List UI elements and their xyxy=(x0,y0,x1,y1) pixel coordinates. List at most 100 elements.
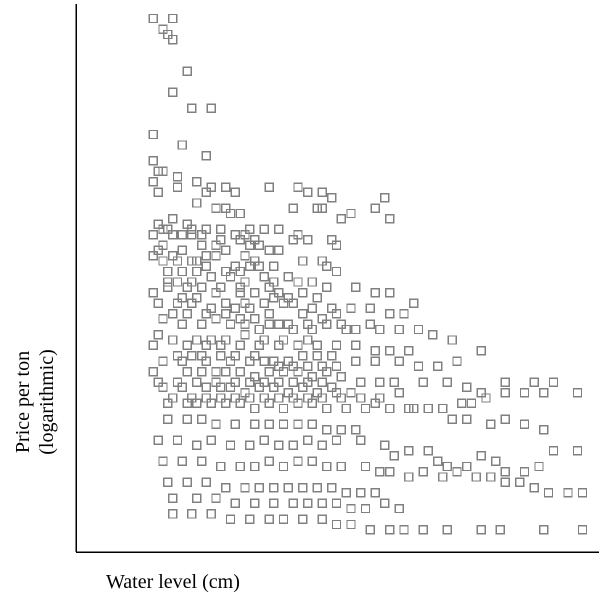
data-point xyxy=(177,245,187,256)
data-point xyxy=(245,514,255,524)
data-point xyxy=(317,514,327,524)
data-point xyxy=(355,435,366,445)
data-point xyxy=(206,182,216,192)
data-point xyxy=(211,377,221,387)
data-point xyxy=(225,272,236,282)
data-point xyxy=(168,214,178,224)
data-point xyxy=(196,351,207,361)
data-point xyxy=(293,340,303,350)
data-point xyxy=(153,219,163,229)
data-point xyxy=(168,34,178,45)
data-point xyxy=(293,366,303,377)
data-point xyxy=(534,461,544,472)
data-point xyxy=(153,245,163,256)
data-point xyxy=(206,303,216,314)
data-point xyxy=(235,314,245,324)
data-point xyxy=(384,467,395,477)
data-point xyxy=(192,493,202,503)
data-point xyxy=(148,13,159,24)
data-point xyxy=(278,335,289,345)
data-point xyxy=(259,298,269,308)
data-point xyxy=(264,309,274,319)
data-point xyxy=(245,261,255,271)
data-point xyxy=(298,514,308,524)
data-point xyxy=(211,251,221,261)
data-point xyxy=(148,229,159,240)
data-point xyxy=(163,398,173,408)
data-point xyxy=(249,256,260,266)
data-point xyxy=(331,309,342,319)
data-point xyxy=(302,393,313,403)
data-point xyxy=(413,324,424,335)
data-point xyxy=(462,461,472,472)
data-point xyxy=(365,525,375,535)
data-point xyxy=(168,87,178,97)
data-point xyxy=(264,398,274,408)
data-point xyxy=(211,203,221,213)
data-point xyxy=(370,203,380,213)
data-point xyxy=(245,393,255,403)
data-point xyxy=(196,456,207,466)
data-point xyxy=(322,461,332,472)
data-point xyxy=(182,309,192,319)
data-point xyxy=(235,208,245,219)
data-point xyxy=(384,525,395,535)
data-point xyxy=(293,419,303,429)
data-point xyxy=(187,224,197,234)
data-point xyxy=(462,382,472,393)
data-point xyxy=(245,440,255,451)
data-point xyxy=(235,266,245,277)
data-point xyxy=(317,203,327,213)
data-point xyxy=(187,351,197,361)
data-point xyxy=(274,319,284,329)
data-point xyxy=(153,166,163,177)
data-point xyxy=(187,509,197,519)
data-point xyxy=(336,372,347,382)
data-point xyxy=(409,298,419,308)
data-point xyxy=(264,182,274,192)
data-point xyxy=(312,351,322,361)
data-point xyxy=(177,319,187,329)
data-point xyxy=(370,356,380,366)
data-point xyxy=(336,214,347,224)
data-point xyxy=(351,324,361,335)
data-point xyxy=(288,361,298,372)
data-point xyxy=(293,398,303,408)
data-point xyxy=(394,324,404,335)
data-point xyxy=(302,498,313,509)
data-point xyxy=(331,240,342,250)
data-point xyxy=(163,29,173,40)
data-point xyxy=(317,498,327,509)
data-point xyxy=(245,303,255,314)
data-point xyxy=(240,319,250,329)
data-point xyxy=(182,66,192,76)
data-point xyxy=(370,345,380,356)
data-point xyxy=(312,388,322,398)
data-point xyxy=(476,525,486,535)
data-point xyxy=(307,303,318,314)
data-point xyxy=(307,277,318,287)
data-point xyxy=(230,229,240,240)
data-point xyxy=(211,366,221,377)
data-point xyxy=(192,177,202,187)
data-point xyxy=(187,298,197,308)
data-point xyxy=(322,282,332,292)
data-point xyxy=(486,472,496,482)
data-point xyxy=(274,340,284,350)
data-point xyxy=(172,171,183,182)
data-point xyxy=(278,514,289,524)
data-point xyxy=(148,129,159,140)
data-point xyxy=(413,361,424,372)
data-point xyxy=(317,187,327,198)
data-point xyxy=(235,366,245,377)
data-point xyxy=(177,382,187,393)
data-point xyxy=(278,298,289,308)
data-point xyxy=(351,282,361,292)
data-point xyxy=(168,393,178,403)
data-point xyxy=(346,519,356,530)
data-point xyxy=(249,314,260,324)
data-point xyxy=(163,414,173,424)
data-point xyxy=(529,482,539,493)
data-point xyxy=(187,256,197,266)
data-point xyxy=(182,366,192,377)
